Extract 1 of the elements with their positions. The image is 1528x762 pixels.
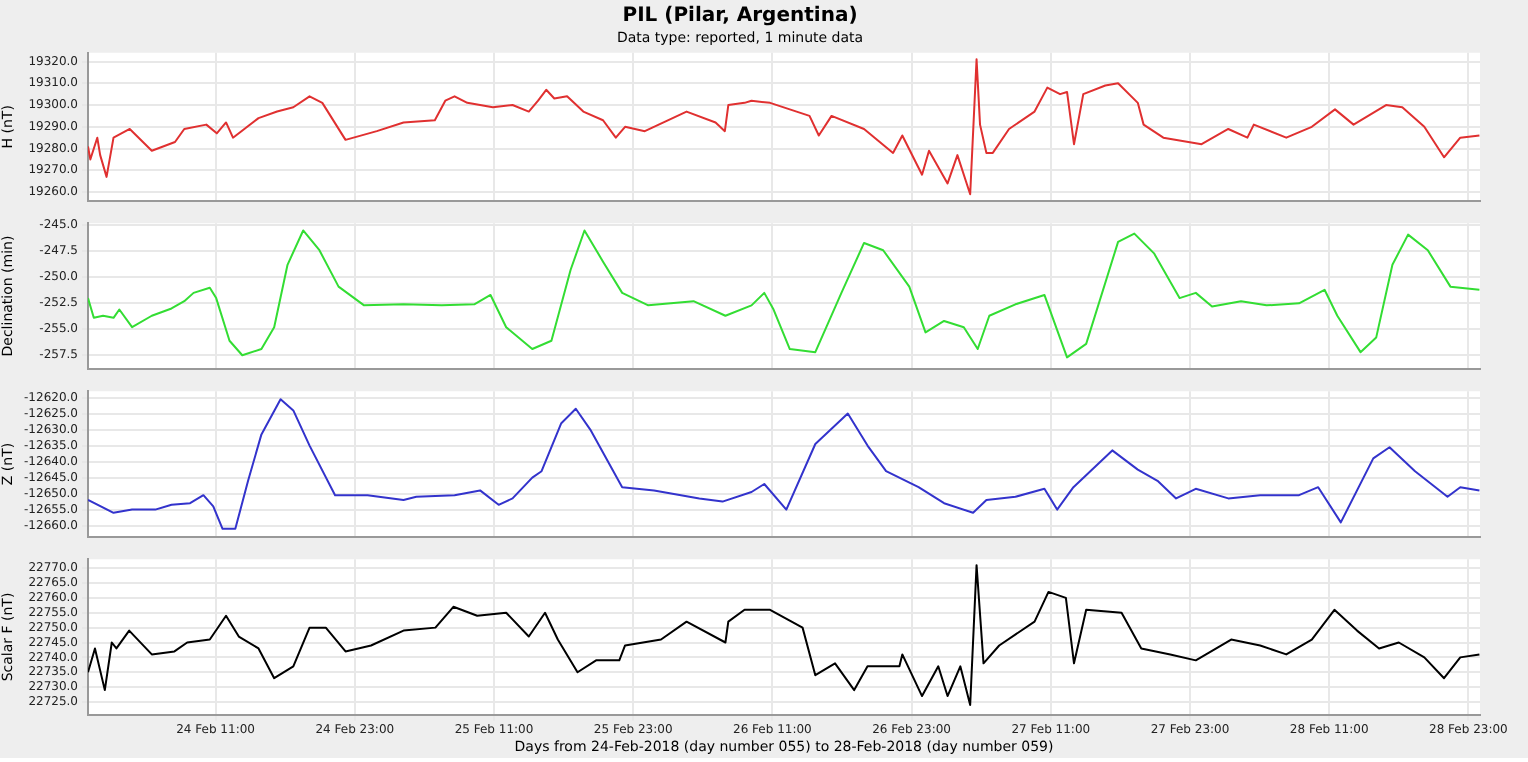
chart-title: PIL (Pilar, Argentina)	[622, 5, 858, 28]
